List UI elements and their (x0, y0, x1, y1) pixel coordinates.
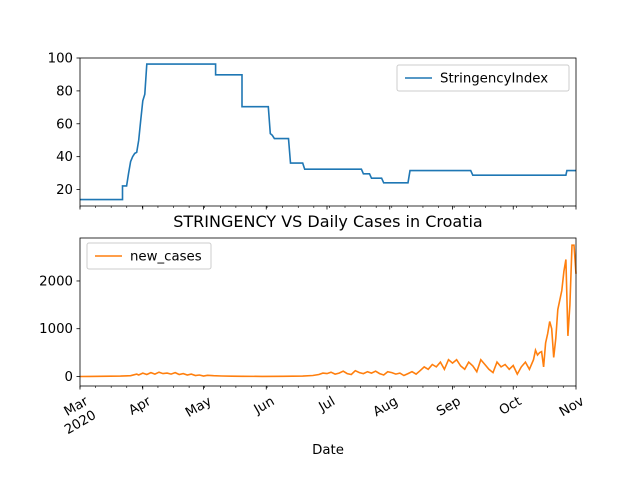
x-tick-label: Aug (371, 394, 401, 420)
x-tick-label: Oct (497, 394, 524, 418)
y-tick-label: 80 (56, 84, 73, 99)
cases-legend-box (86, 242, 212, 270)
x-tick-label: Apr (126, 394, 154, 419)
x-tick-label-group: Oct (497, 394, 524, 418)
cases-axes-frame (79, 237, 577, 387)
stringency-legend-label: StringencyIndex (440, 72, 548, 87)
y-tick-label: 60 (56, 117, 73, 132)
stringency-legend: StringencyIndex (396, 64, 570, 92)
y-tick-label: 1000 (39, 322, 73, 337)
cases-legend: new_cases (86, 242, 212, 270)
x-tick-label-group: May (183, 394, 214, 421)
cases-legend-label: new_cases (130, 250, 202, 265)
x-tick-label: Jul (316, 394, 338, 416)
x-tick-label: May (183, 394, 214, 421)
y-tick-label: 40 (56, 150, 73, 165)
stringency-series-line (80, 63, 576, 201)
x-tick-label-group: Jun (251, 394, 277, 418)
chart-title: STRINGENCY VS Daily Cases in Croatia (173, 212, 482, 231)
x-tick-label-group: Apr (126, 394, 154, 419)
x-tick-label-group: Nov (557, 394, 587, 420)
x-tick-label-group: Jul (316, 394, 338, 416)
stringency-x-ticks (79, 206, 577, 210)
y-tick-label: 2000 (39, 274, 73, 289)
x-tick-label: Sep (434, 394, 463, 420)
cases-panel: STRINGENCY VS Daily Cases in Croatia 0 10… (39, 212, 587, 458)
x-axis-label: Date (312, 443, 344, 458)
stringency-y-ticks: 20 40 60 80 100 (48, 52, 80, 198)
x-tick-label: Jun (251, 394, 277, 418)
x-tick-label-group: Sep (434, 394, 463, 420)
cases-series-line (79, 244, 577, 378)
stringency-legend-box (396, 64, 570, 92)
stringency-axes-frame (79, 57, 577, 207)
y-tick-label: 100 (48, 52, 73, 67)
y-tick-label: 0 (65, 370, 73, 385)
x-tick-label-group: Aug (371, 394, 401, 420)
y-tick-label: 20 (56, 183, 73, 198)
x-tick-label: Nov (557, 394, 587, 420)
cases-y-ticks: 0 1000 2000 (39, 274, 80, 385)
stringency-panel: 20 40 60 80 100 StringencyIndex (48, 52, 577, 210)
